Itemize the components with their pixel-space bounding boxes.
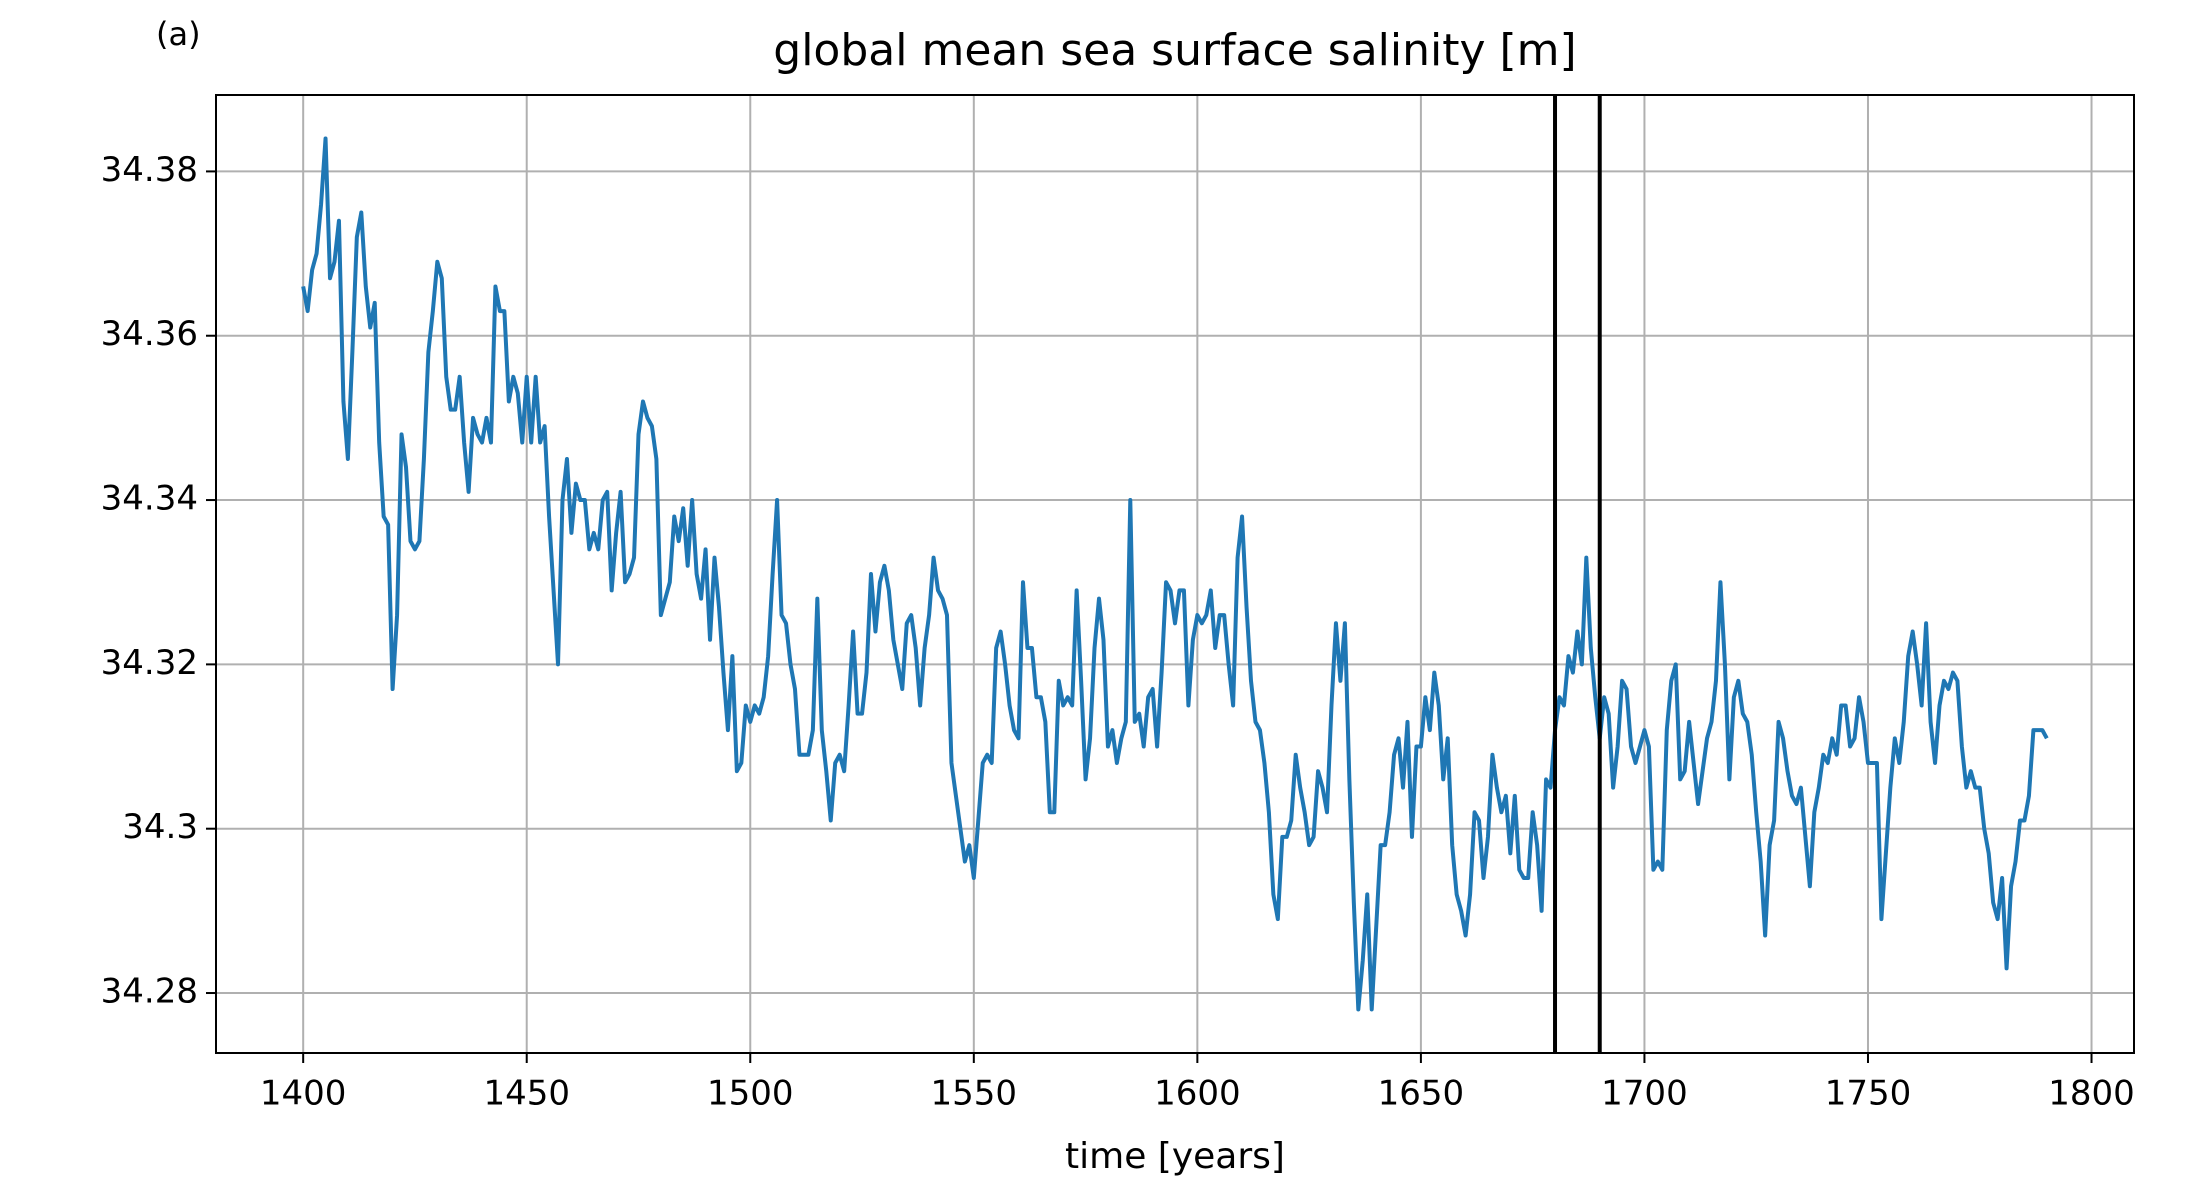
x-tick-label: 1800 [2048, 1074, 2135, 1114]
plot-frame [215, 94, 2135, 1054]
y-tick-label: 34.38 [101, 150, 198, 190]
y-tick-label: 34.28 [101, 972, 198, 1012]
y-tick-label: 34.32 [101, 643, 198, 683]
chart-title: global mean sea surface salinity [m] [773, 25, 1576, 76]
x-tick-label: 1400 [260, 1074, 347, 1114]
y-tick-label: 34.3 [122, 807, 198, 847]
data-line [301, 136, 2049, 1012]
y-tick-label: 34.36 [101, 314, 198, 354]
x-tick-label: 1450 [483, 1074, 570, 1114]
y-tick-label: 34.34 [101, 479, 198, 519]
x-tick-label: 1550 [931, 1074, 1018, 1114]
x-tick-label: 1650 [1378, 1074, 1465, 1114]
panel-label: (a) [156, 15, 201, 53]
x-tick-label: 1750 [1825, 1074, 1912, 1114]
x-axis-label: time [years] [1065, 1136, 1285, 1177]
x-tick-label: 1600 [1154, 1074, 1241, 1114]
x-tick-label: 1700 [1601, 1074, 1688, 1114]
x-tick-label: 1500 [707, 1074, 794, 1114]
